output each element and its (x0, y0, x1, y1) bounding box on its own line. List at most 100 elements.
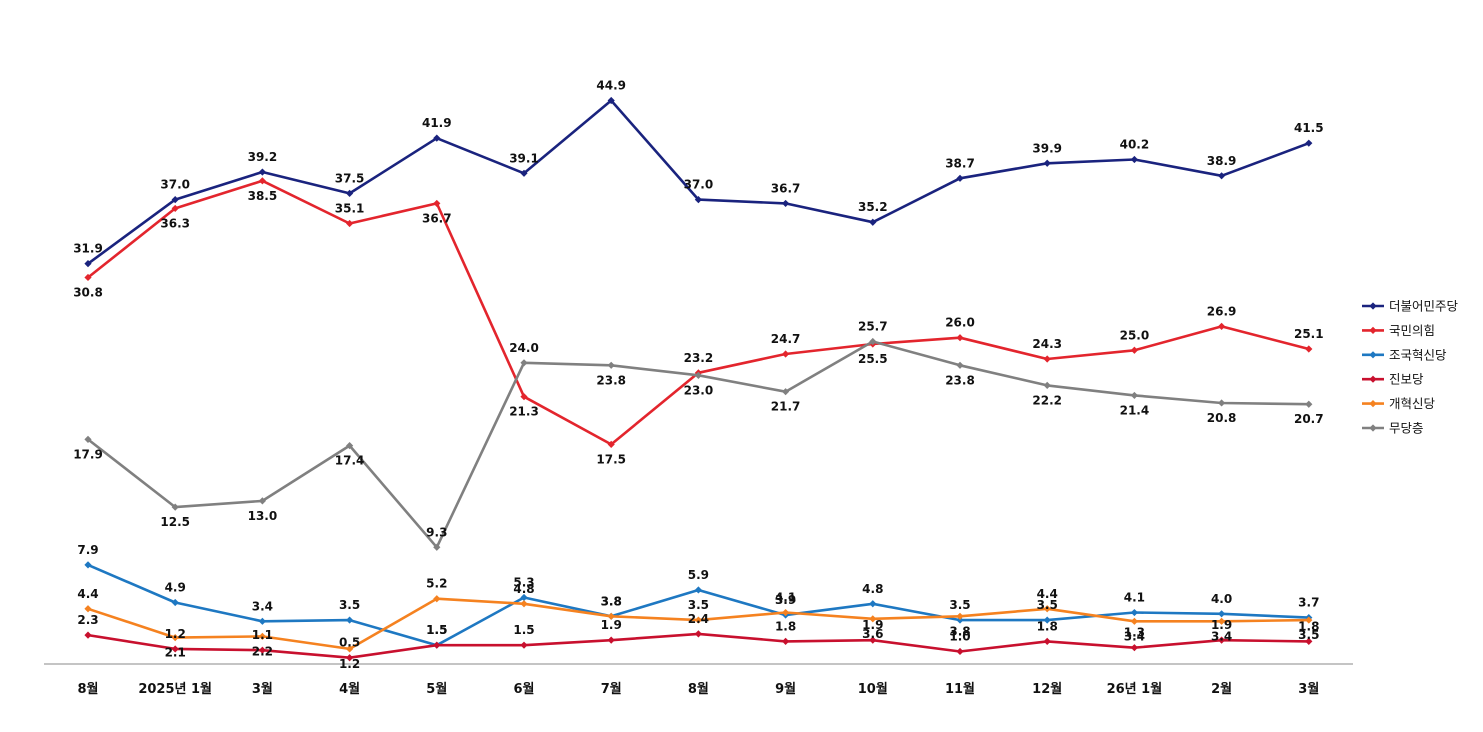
series-0-data-label: 31.9 (73, 242, 103, 256)
x-tick-label: 26년 1월 (1107, 681, 1163, 697)
series-5 (84, 337, 1313, 551)
series-0-data-label: 38.7 (945, 156, 975, 170)
series-0-point (258, 168, 266, 176)
series-0-point (869, 218, 877, 226)
x-tick-label: 5월 (426, 681, 447, 697)
series-0-data-label: 36.7 (771, 181, 801, 195)
series-5-data-label: 12.5 (160, 515, 190, 529)
series-5-point (1043, 381, 1051, 389)
series-3-data-label: 1.9 (1211, 618, 1232, 632)
series-0-point (520, 169, 528, 177)
series-4-data-label: 4.1 (775, 591, 796, 605)
series-1-point (346, 219, 354, 228)
series-0-point (1130, 155, 1138, 164)
series-5-point (607, 361, 615, 369)
series-1-data-label: 24.3 (1032, 337, 1062, 351)
legend-item: 개혁신당 (1362, 396, 1436, 411)
series-0-data-label: 38.9 (1207, 154, 1237, 168)
x-tick-label: 8월 (688, 681, 709, 697)
series-2-data-label: 4.8 (862, 582, 883, 596)
legend-label: 진보당 (1389, 372, 1424, 387)
series-4-data-label: 4.4 (77, 587, 98, 601)
series-4-point (1305, 616, 1313, 624)
series-5-data-label: 13.0 (248, 509, 278, 523)
series-1-point (956, 334, 964, 342)
series-2-point (1218, 610, 1226, 618)
legend-label: 더불어민주당 (1389, 299, 1459, 314)
legend-swatch-marker (1369, 400, 1377, 408)
series-2-data-label: 3.5 (949, 598, 970, 612)
series-2-point (1043, 616, 1051, 624)
series-0-data-label: 37.0 (684, 178, 714, 192)
series-4-data-label: 3.4 (1124, 629, 1145, 643)
series-0-point (1218, 172, 1226, 180)
x-tick-label: 2월 (1211, 681, 1232, 697)
series-4-point (171, 634, 179, 642)
legend-swatch-marker (1369, 351, 1377, 359)
series-1-data-label: 26.0 (945, 316, 975, 330)
series-3-point (694, 630, 702, 638)
series-3-point (84, 631, 92, 639)
series-0-point (607, 96, 615, 105)
x-tick-label: 11월 (945, 681, 975, 697)
series-3-point (258, 646, 266, 654)
series-0-point (782, 199, 790, 208)
series-1-data-label: 35.1 (335, 201, 365, 215)
series-0-data-label: 40.2 (1120, 137, 1150, 151)
series-4-data-label: 1.2 (339, 657, 360, 671)
series-3-data-label: 0.5 (339, 636, 360, 650)
x-tick-label: 10월 (858, 681, 888, 697)
legend-swatch-marker (1369, 424, 1377, 432)
series-4-data-label: 2.2 (252, 644, 273, 658)
series-4-point (782, 608, 790, 617)
series-1-point (782, 350, 790, 358)
series-5-point (869, 337, 877, 346)
series-3-point (171, 645, 179, 653)
series-5-data-label: 21.4 (1120, 403, 1150, 417)
series-4-data-label: 3.6 (862, 627, 883, 641)
series-2-data-label: 4.0 (1211, 592, 1232, 606)
series-1-data-label: 25.1 (1294, 327, 1324, 341)
x-tick-label: 4월 (339, 681, 360, 697)
series-1-data-label: 17.5 (596, 452, 626, 466)
series-1-point (258, 177, 266, 185)
series-1-data-label: 38.5 (248, 189, 278, 203)
series-2-data-label: 3.5 (339, 598, 360, 612)
series-5-data-label: 21.7 (771, 400, 801, 414)
series-5-data-label: 17.9 (73, 447, 103, 461)
series-2-point (171, 598, 179, 607)
series-3-data-label: 1.8 (1298, 619, 1319, 633)
series-3-point (607, 636, 615, 644)
series-4-point (1218, 617, 1226, 625)
series-5-data-label: 23.8 (945, 373, 975, 387)
series-1-point (1130, 346, 1138, 354)
series-1-data-label: 23.2 (684, 351, 714, 365)
series-5-point (346, 442, 354, 450)
series-4-data-label: 5.2 (426, 577, 447, 591)
series-4-point (1130, 617, 1138, 625)
series-4-point (346, 645, 354, 653)
series-3-data-label: 1.2 (165, 627, 186, 641)
series-4-point (433, 595, 441, 603)
series-5-point (171, 503, 179, 511)
series-3-point (782, 637, 790, 646)
series-1-point (1043, 355, 1051, 363)
series-2-data-label: 4.1 (1124, 591, 1145, 605)
series-1-point (1218, 322, 1226, 331)
legend-label: 무당층 (1389, 421, 1424, 436)
series-2-data-label: 3.8 (601, 594, 622, 608)
series-4-data-label: 3.5 (1298, 628, 1319, 642)
series-5-point (956, 361, 964, 369)
series-1-data-label: 25.0 (1120, 328, 1150, 342)
x-tick-label: 12월 (1032, 681, 1062, 697)
legend-item: 진보당 (1362, 372, 1424, 387)
series-3-data-label: 1.3 (1124, 626, 1145, 640)
series-3-data-label: 1.9 (862, 618, 883, 632)
series-2-data-label: 5.9 (688, 568, 709, 582)
legend-swatch-marker (1369, 326, 1377, 334)
series-1-point (607, 440, 615, 448)
x-tick-layer: 8월 2025년 1월 3월 4월 5월 6월 7월 8월 9월 10월 11월 12월 26년 1월 2… (77, 681, 1319, 697)
series-0-point (346, 189, 354, 197)
series-0-point (433, 134, 441, 142)
